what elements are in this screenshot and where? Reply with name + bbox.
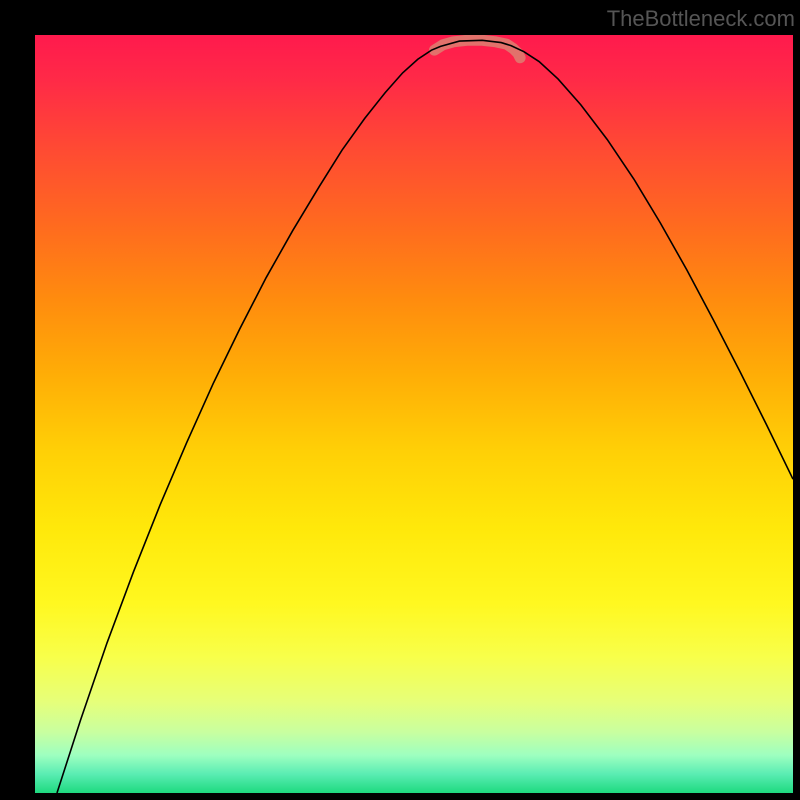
accent-curve-segment <box>434 40 520 57</box>
curve-layer <box>35 35 793 793</box>
chart-container: TheBottleneck.com <box>0 0 800 800</box>
main-curve <box>57 40 793 793</box>
plot-area <box>35 35 793 793</box>
watermark-text: TheBottleneck.com <box>607 6 795 32</box>
